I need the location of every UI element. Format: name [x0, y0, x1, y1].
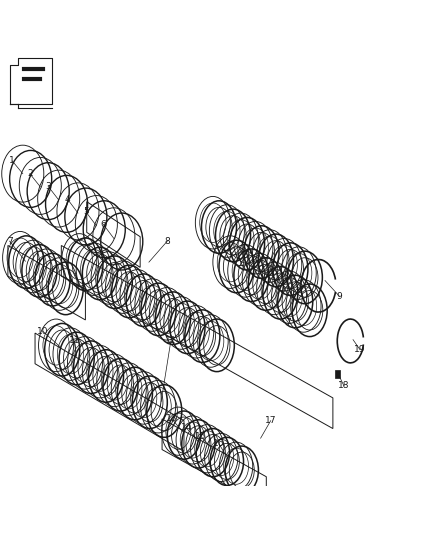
Text: 19: 19	[354, 345, 366, 354]
Text: 6: 6	[100, 220, 106, 229]
Text: 11: 11	[69, 336, 80, 345]
Text: 5: 5	[83, 207, 89, 216]
Text: 17: 17	[265, 416, 276, 425]
Text: 10: 10	[37, 327, 49, 336]
Text: 2: 2	[27, 169, 32, 178]
Text: 7: 7	[7, 237, 13, 246]
Text: 18: 18	[338, 381, 350, 390]
Text: 15: 15	[195, 432, 206, 440]
Text: 14: 14	[180, 423, 192, 432]
Text: 16: 16	[213, 439, 225, 448]
Text: 9: 9	[336, 292, 343, 301]
Text: 8: 8	[164, 237, 170, 246]
Text: 4: 4	[65, 195, 70, 204]
Text: 12: 12	[165, 336, 177, 345]
Text: 1: 1	[9, 157, 15, 165]
Text: 3: 3	[45, 182, 51, 191]
Text: 13: 13	[166, 415, 177, 423]
Text: 7: 7	[285, 318, 291, 327]
Bar	[335, 370, 340, 378]
